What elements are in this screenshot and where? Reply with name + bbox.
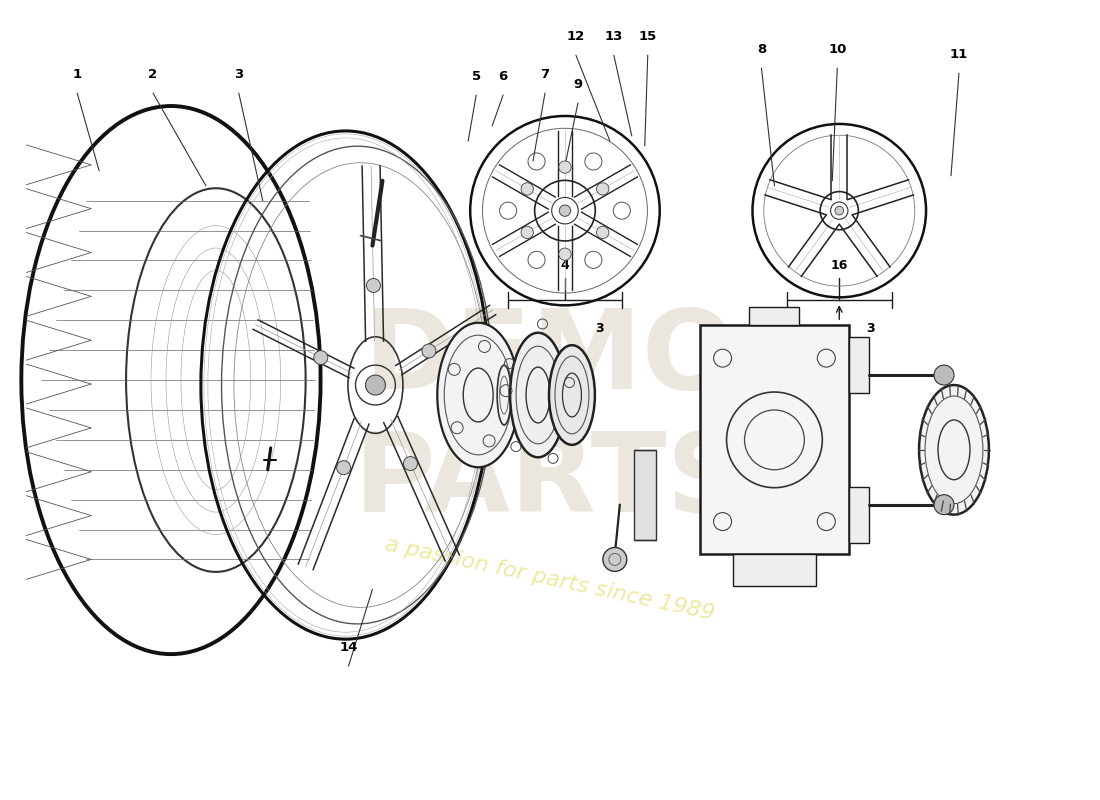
Circle shape	[559, 205, 571, 216]
Circle shape	[366, 278, 381, 293]
Text: 5: 5	[472, 70, 481, 83]
Bar	[849, 486, 869, 542]
Circle shape	[404, 457, 417, 470]
Text: 16: 16	[830, 259, 848, 273]
Ellipse shape	[510, 333, 566, 458]
Ellipse shape	[920, 385, 989, 514]
Text: 3: 3	[595, 322, 604, 335]
Circle shape	[559, 248, 571, 260]
Text: 7: 7	[540, 68, 550, 81]
Text: 10: 10	[828, 43, 847, 56]
Bar	[700, 326, 849, 554]
Ellipse shape	[438, 322, 519, 467]
Text: 13: 13	[605, 30, 623, 43]
Text: 6: 6	[498, 70, 508, 83]
Bar	[849, 338, 869, 393]
Text: 15: 15	[639, 30, 657, 43]
Text: DEMO
PARTS: DEMO PARTS	[353, 305, 747, 535]
Circle shape	[521, 226, 534, 238]
Text: 11: 11	[949, 48, 968, 61]
Text: 3: 3	[867, 322, 875, 335]
Text: 9: 9	[573, 78, 583, 91]
Text: 8: 8	[757, 43, 766, 56]
Text: 2: 2	[148, 68, 157, 81]
Circle shape	[559, 161, 571, 174]
Text: 12: 12	[566, 30, 585, 43]
Text: 4: 4	[561, 259, 570, 273]
Circle shape	[314, 350, 328, 365]
Circle shape	[596, 182, 609, 195]
Circle shape	[365, 375, 385, 395]
Ellipse shape	[549, 345, 595, 445]
Circle shape	[337, 461, 351, 474]
Circle shape	[934, 494, 954, 514]
Circle shape	[934, 365, 954, 385]
Text: 3: 3	[234, 68, 243, 81]
FancyBboxPatch shape	[634, 450, 656, 539]
Circle shape	[603, 547, 627, 571]
Circle shape	[835, 206, 844, 215]
Text: a passion for parts since 1989: a passion for parts since 1989	[384, 534, 716, 624]
Text: 14: 14	[339, 641, 358, 654]
Bar	[733, 554, 816, 586]
Circle shape	[422, 344, 436, 358]
Circle shape	[596, 226, 609, 238]
Bar	[749, 307, 800, 326]
Circle shape	[521, 182, 534, 195]
Text: 1: 1	[73, 68, 81, 81]
